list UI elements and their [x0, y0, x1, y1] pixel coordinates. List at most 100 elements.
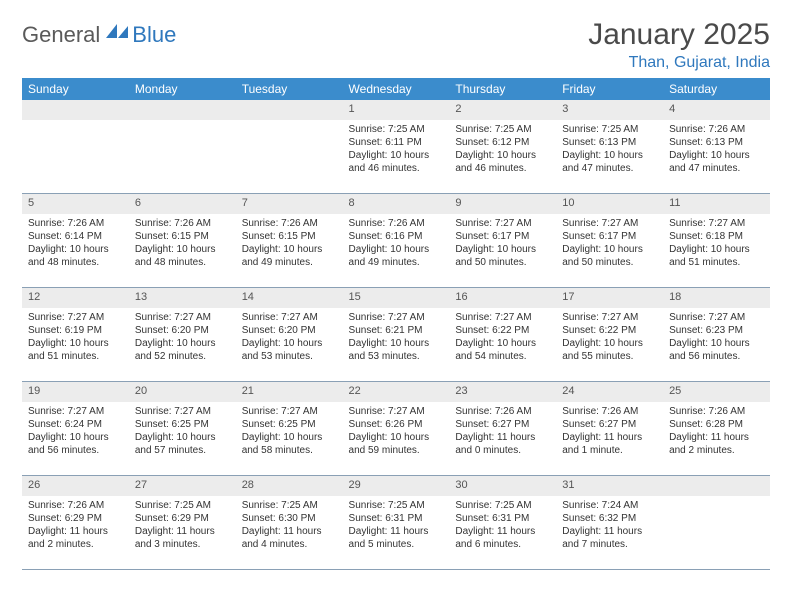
day-line-d2: and 48 minutes. — [135, 256, 230, 269]
day-line-d1: Daylight: 10 hours — [455, 243, 550, 256]
day-number-cell: 21 — [236, 382, 343, 403]
day-line-d1: Daylight: 11 hours — [455, 525, 550, 538]
day-details: Sunrise: 7:25 AMSunset: 6:29 PMDaylight:… — [135, 499, 230, 551]
day-line-ss: Sunset: 6:25 PM — [242, 418, 337, 431]
day-line-ss: Sunset: 6:18 PM — [669, 230, 764, 243]
day-line-sr: Sunrise: 7:25 AM — [562, 123, 657, 136]
day-details: Sunrise: 7:27 AMSunset: 6:19 PMDaylight:… — [28, 311, 123, 363]
day-line-d1: Daylight: 10 hours — [349, 431, 444, 444]
day-line-d2: and 6 minutes. — [455, 538, 550, 551]
day-line-sr: Sunrise: 7:26 AM — [669, 123, 764, 136]
day-line-d1: Daylight: 10 hours — [135, 431, 230, 444]
day-number-cell: 14 — [236, 288, 343, 309]
day-line-ss: Sunset: 6:20 PM — [135, 324, 230, 337]
day-line-ss: Sunset: 6:22 PM — [455, 324, 550, 337]
day-line-sr: Sunrise: 7:25 AM — [349, 499, 444, 512]
day-body-row: Sunrise: 7:27 AMSunset: 6:24 PMDaylight:… — [22, 402, 770, 476]
day-line-sr: Sunrise: 7:27 AM — [135, 405, 230, 418]
day-details: Sunrise: 7:27 AMSunset: 6:26 PMDaylight:… — [349, 405, 444, 457]
day-line-d2: and 46 minutes. — [349, 162, 444, 175]
day-number-cell: 25 — [663, 382, 770, 403]
daynum-row: 19202122232425 — [22, 382, 770, 403]
day-line-ss: Sunset: 6:15 PM — [135, 230, 230, 243]
day-number-cell: 17 — [556, 288, 663, 309]
day-body-cell: Sunrise: 7:26 AMSunset: 6:15 PMDaylight:… — [129, 214, 236, 288]
day-line-d2: and 46 minutes. — [455, 162, 550, 175]
day-number-cell — [22, 100, 129, 120]
day-body-row: Sunrise: 7:26 AM Sunset: 6:14 PM Daylight:… — [22, 214, 770, 288]
col-mon: Monday — [129, 78, 236, 100]
day-line-sr: Sunrise: 7:26 AM — [455, 405, 550, 418]
day-line-d2: and 53 minutes. — [242, 350, 337, 363]
day-number: 24 — [562, 385, 574, 397]
daynum-row: 12131415161718 — [22, 288, 770, 309]
day-details: Sunrise: 7:25 AMSunset: 6:11 PMDaylight:… — [349, 123, 444, 175]
day-body-cell: Sunrise: 7:26 AMSunset: 6:27 PMDaylight:… — [556, 402, 663, 476]
day-details: Sunrise: 7:26 AMSunset: 6:16 PMDaylight:… — [349, 217, 444, 269]
day-number: 6 — [135, 197, 141, 209]
day-line-ss: Sunset: 6:17 PM — [455, 230, 550, 243]
day-line-ss: Sunset: 6:27 PM — [455, 418, 550, 431]
day-body-cell: Sunrise: 7:25 AMSunset: 6:30 PMDaylight:… — [236, 496, 343, 570]
day-details: Sunrise: 7:27 AMSunset: 6:17 PMDaylight:… — [455, 217, 550, 269]
day-body-row: Sunrise: 7:27 AMSunset: 6:19 PMDaylight:… — [22, 308, 770, 382]
day-line-d1: Daylight: 10 hours — [349, 243, 444, 256]
day-line-d1: Daylight: 10 hours — [242, 337, 337, 350]
day-line-d1: Daylight: 10 hours — [455, 149, 550, 162]
day-line-d1: Daylight: 11 hours — [135, 525, 230, 538]
day-line-d2: and 47 minutes. — [562, 162, 657, 175]
day-body-cell: Sunrise: 7:27 AMSunset: 6:26 PMDaylight:… — [343, 402, 450, 476]
day-line-d2: and 49 minutes. — [349, 256, 444, 269]
location-text: Than, Gujarat, India — [588, 54, 770, 72]
day-number: 15 — [349, 291, 361, 303]
day-line-ss: Sunset: 6:28 PM — [669, 418, 764, 431]
day-line-d1: Daylight: 11 hours — [669, 431, 764, 444]
day-number: 3 — [562, 103, 568, 115]
day-number-cell: 24 — [556, 382, 663, 403]
day-line-ss: Sunset: 6:22 PM — [562, 324, 657, 337]
day-line-d1: Daylight: 10 hours — [28, 431, 123, 444]
day-line-ss: Sunset: 6:25 PM — [135, 418, 230, 431]
day-line-d2: and 51 minutes. — [669, 256, 764, 269]
day-details: Sunrise: 7:27 AMSunset: 6:21 PMDaylight:… — [349, 311, 444, 363]
day-details: Sunrise: 7:27 AMSunset: 6:17 PMDaylight:… — [562, 217, 657, 269]
brand-part1: General — [22, 22, 100, 48]
day-number: 22 — [349, 385, 361, 397]
day-line-sr: Sunrise: 7:26 AM — [669, 405, 764, 418]
day-body-cell — [129, 120, 236, 194]
day-line-sr: Sunrise: 7:27 AM — [455, 311, 550, 324]
day-line-sr: Sunrise: 7:25 AM — [455, 499, 550, 512]
day-details: Sunrise: 7:27 AMSunset: 6:22 PMDaylight:… — [455, 311, 550, 363]
day-body-cell: Sunrise: 7:24 AMSunset: 6:32 PMDaylight:… — [556, 496, 663, 570]
day-line-ss: Sunset: 6:14 PM — [28, 230, 123, 243]
day-line-ss: Sunset: 6:12 PM — [455, 136, 550, 149]
day-number-cell: 3 — [556, 100, 663, 120]
day-line-d2: and 58 minutes. — [242, 444, 337, 457]
day-line-ss: Sunset: 6:21 PM — [349, 324, 444, 337]
day-details: Sunrise: 7:27 AMSunset: 6:25 PMDaylight:… — [242, 405, 337, 457]
day-body-cell: Sunrise: 7:26 AMSunset: 6:15 PMDaylight:… — [236, 214, 343, 288]
day-details: Sunrise: 7:24 AMSunset: 6:32 PMDaylight:… — [562, 499, 657, 551]
day-line-sr: Sunrise: 7:26 AM — [135, 217, 230, 230]
day-line-ss: Sunset: 6:29 PM — [135, 512, 230, 525]
day-number: 25 — [669, 385, 681, 397]
day-details: Sunrise: 7:26 AMSunset: 6:15 PMDaylight:… — [135, 217, 230, 269]
day-body-cell: Sunrise: 7:25 AMSunset: 6:11 PMDaylight:… — [343, 120, 450, 194]
day-line-ss: Sunset: 6:13 PM — [562, 136, 657, 149]
day-number-cell: 13 — [129, 288, 236, 309]
col-tue: Tuesday — [236, 78, 343, 100]
day-line-ss: Sunset: 6:23 PM — [669, 324, 764, 337]
day-line-d1: Daylight: 11 hours — [455, 431, 550, 444]
day-body-cell: Sunrise: 7:27 AMSunset: 6:22 PMDaylight:… — [556, 308, 663, 382]
day-body-cell: Sunrise: 7:27 AMSunset: 6:24 PMDaylight:… — [22, 402, 129, 476]
day-line-d1: Daylight: 10 hours — [28, 337, 123, 350]
day-line-d1: Daylight: 10 hours — [562, 337, 657, 350]
day-body-cell: Sunrise: 7:26 AMSunset: 6:13 PMDaylight:… — [663, 120, 770, 194]
day-line-d2: and 0 minutes. — [455, 444, 550, 457]
day-line-d1: Daylight: 11 hours — [562, 431, 657, 444]
day-body-cell — [22, 120, 129, 194]
day-line-sr: Sunrise: 7:25 AM — [349, 123, 444, 136]
day-line-d1: Daylight: 10 hours — [349, 337, 444, 350]
day-line-sr: Sunrise: 7:27 AM — [669, 311, 764, 324]
daynum-row: 567891011 — [22, 194, 770, 215]
